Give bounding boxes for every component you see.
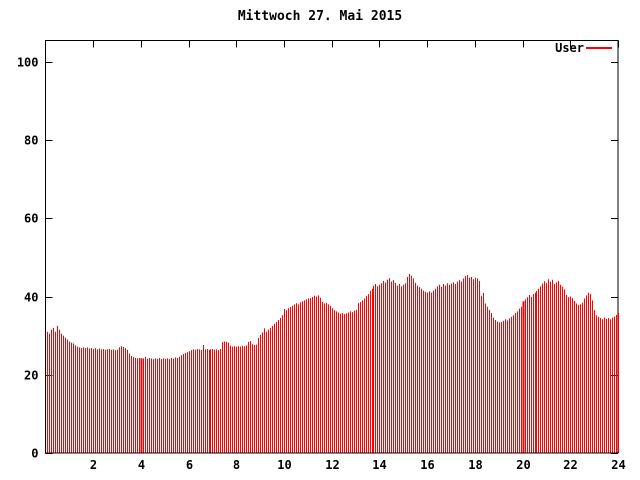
chart-title: Mittwoch 27. Mai 2015 bbox=[237, 9, 403, 24]
bars-series-user bbox=[47, 273, 619, 453]
legend-line-sample bbox=[586, 47, 612, 49]
x-tick-label: 20 bbox=[516, 458, 530, 472]
x-tick-label: 24 bbox=[611, 458, 625, 472]
legend-label: User bbox=[555, 41, 584, 55]
x-tick-label: 18 bbox=[468, 458, 482, 472]
y-tick-label: 40 bbox=[24, 291, 38, 305]
y-tick-label: 80 bbox=[24, 134, 38, 148]
y-tick-label: 60 bbox=[24, 212, 38, 226]
x-tick-label: 6 bbox=[186, 458, 193, 472]
x-tick-label: 4 bbox=[138, 458, 145, 472]
legend: User bbox=[538, 41, 614, 55]
x-tick-label: 10 bbox=[277, 458, 291, 472]
x-tick-label: 2 bbox=[90, 458, 97, 472]
x-tick-label: 22 bbox=[563, 458, 577, 472]
x-tick-label: 12 bbox=[325, 458, 339, 472]
y-tick-label: 0 bbox=[31, 447, 38, 461]
x-tick-label: 8 bbox=[233, 458, 240, 472]
plot-border bbox=[45, 40, 619, 454]
y-tick-label: 20 bbox=[24, 369, 38, 383]
x-tick-label: 16 bbox=[420, 458, 434, 472]
y-tick-label: 100 bbox=[17, 56, 39, 70]
x-tick-label: 14 bbox=[372, 458, 386, 472]
